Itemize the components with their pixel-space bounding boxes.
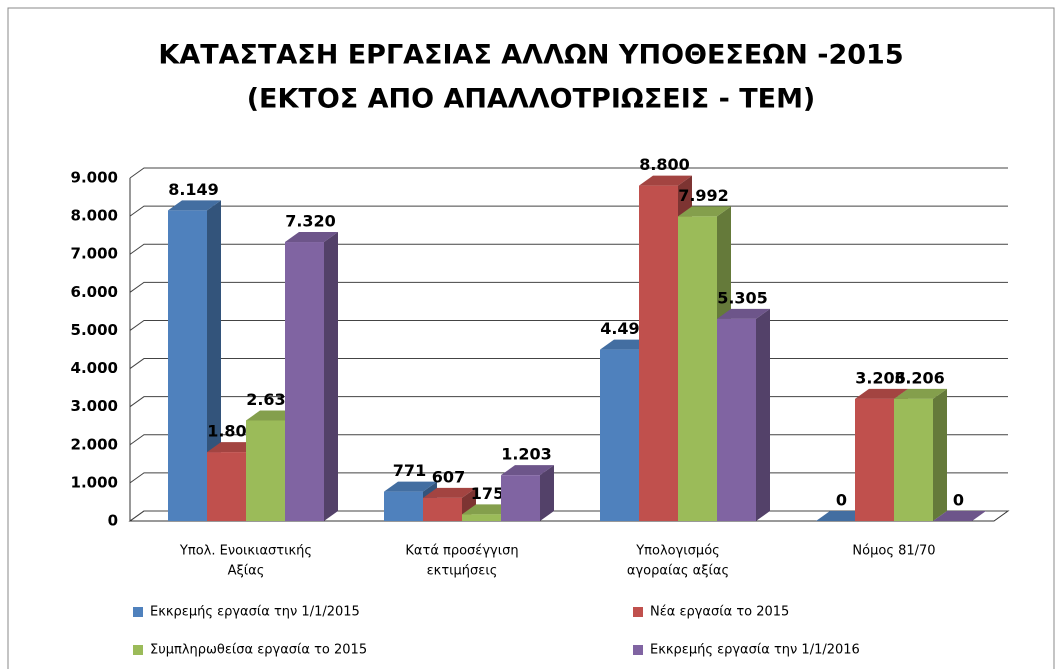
y-tick-label: 5.000	[71, 321, 118, 339]
bar	[285, 242, 324, 521]
value-label: 0	[836, 491, 847, 510]
bar	[894, 398, 933, 521]
bar-top	[933, 511, 986, 521]
grid-line	[129, 167, 1008, 179]
bar	[600, 349, 639, 521]
bar-top	[639, 175, 692, 186]
x-tick-label: εκτιμήσεις	[427, 564, 498, 579]
x-tick-label: Υπολ. Ενοικιαστικής	[179, 544, 312, 559]
legend-swatch	[633, 607, 643, 617]
value-label: 3.206	[894, 368, 945, 387]
bar-side	[933, 388, 947, 521]
value-label: 8.149	[168, 180, 219, 199]
y-tick-label: 6.000	[71, 283, 118, 301]
legend-label: Εκκρεμής εργασία την 1/1/2016	[650, 643, 860, 658]
bar-top	[168, 200, 221, 211]
y-tick-label: 3.000	[71, 397, 118, 415]
value-label: 0	[953, 491, 964, 510]
x-tick-label: Νόμος 81/70	[852, 544, 935, 559]
legend-swatch	[133, 645, 143, 655]
y-tick-label: 0	[108, 512, 118, 530]
value-label: 7.320	[285, 212, 336, 231]
bar-top	[501, 465, 554, 476]
value-label: 8.800	[639, 155, 690, 174]
bar-side	[207, 200, 221, 521]
value-label: 1.808	[207, 422, 258, 441]
bar-top	[678, 206, 731, 217]
value-label: 175	[471, 484, 504, 503]
bar-top	[285, 232, 338, 243]
y-tick-label: 4.000	[71, 359, 118, 377]
legend-swatch	[633, 645, 643, 655]
value-label: 771	[393, 461, 426, 480]
bar	[462, 514, 501, 521]
bar-top	[717, 308, 770, 319]
y-tick-label: 7.000	[71, 245, 118, 263]
value-label: 607	[432, 467, 465, 486]
bar	[207, 452, 246, 521]
bar-side	[756, 308, 770, 521]
x-tick-label: Υπολογισμός	[635, 544, 720, 559]
y-tick-label: 8.000	[71, 207, 118, 225]
grid-line	[129, 205, 1008, 217]
value-label: 2.637	[246, 390, 297, 409]
value-label: 1.203	[501, 445, 552, 464]
bar	[246, 420, 285, 521]
y-tick-label: 9.000	[71, 169, 118, 187]
bar-side	[324, 232, 338, 521]
legend-label: Εκκρεμής εργασία την 1/1/2015	[150, 605, 360, 620]
value-label: 3.206	[855, 368, 906, 387]
bar-side	[540, 465, 554, 521]
chart-title: (ΕΚΤΟΣ ΑΠΟ ΑΠΑΛΛΟΤΡΙΩΣΕΙΣ - ΤΕΜ)	[247, 84, 816, 115]
legend-label: Συμπληρωθείσα εργασία το 2015	[150, 643, 367, 658]
value-label: 7.992	[678, 186, 729, 205]
y-tick-label: 1.000	[71, 473, 118, 491]
legend-label: Νέα εργασία το 2015	[650, 605, 789, 620]
y-tick-label: 2.000	[71, 435, 118, 453]
bar	[678, 216, 717, 521]
bar-top	[855, 388, 908, 399]
chart-title: ΚΑΤΑΣΤΑΣΗ ΕΡΓΑΣΙΑΣ ΑΛΛΩΝ ΥΠΟΘΕΣΕΩΝ -2015	[158, 40, 903, 71]
x-tick-label: Αξίας	[228, 564, 265, 579]
bar	[384, 491, 423, 521]
bar	[855, 398, 894, 521]
bar	[423, 497, 462, 521]
x-tick-label: αγοραίας αξίας	[627, 564, 729, 579]
bar	[168, 210, 207, 521]
bar-top	[894, 388, 947, 399]
bar	[501, 475, 540, 521]
bar	[639, 185, 678, 521]
bar-top	[423, 487, 476, 498]
bar-top	[384, 481, 437, 492]
value-label: 4.497	[600, 319, 651, 338]
bar	[717, 318, 756, 521]
x-tick-label: Κατά προσέγγιση	[405, 544, 518, 559]
value-label: 5.305	[717, 288, 768, 307]
legend-swatch	[133, 607, 143, 617]
